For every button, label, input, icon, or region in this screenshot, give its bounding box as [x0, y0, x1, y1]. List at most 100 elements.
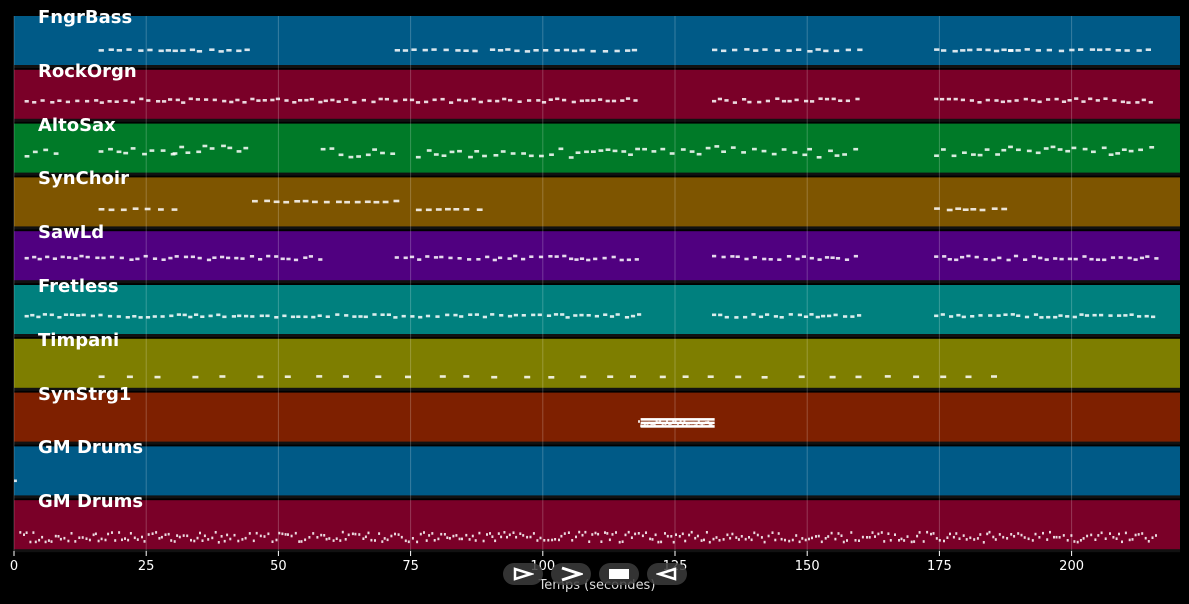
note [453, 313, 458, 317]
note [54, 534, 57, 538]
stop-button[interactable] [599, 563, 639, 585]
note [126, 48, 132, 51]
note [651, 150, 657, 153]
note [155, 531, 158, 534]
note [120, 208, 127, 212]
note [712, 48, 718, 52]
note [855, 97, 860, 101]
note [579, 99, 584, 103]
note [1031, 539, 1034, 542]
note [348, 155, 354, 159]
note [146, 99, 151, 102]
note [176, 313, 181, 316]
lane-divider [14, 226, 1180, 230]
note [508, 533, 511, 537]
note [952, 535, 955, 539]
note [602, 50, 609, 53]
note [514, 49, 520, 53]
note [273, 200, 280, 204]
note [1086, 534, 1089, 538]
note [624, 316, 630, 319]
note [24, 256, 29, 260]
note [344, 98, 349, 101]
note [641, 534, 644, 538]
note [258, 258, 263, 261]
note [741, 151, 746, 154]
note [946, 97, 951, 101]
note [478, 100, 483, 104]
note [1024, 315, 1030, 319]
note [365, 153, 371, 157]
note [966, 254, 971, 258]
note [517, 100, 522, 103]
note [1024, 48, 1030, 51]
track-lane [14, 16, 1180, 67]
note [325, 315, 330, 318]
note [296, 315, 301, 318]
note [818, 97, 823, 100]
note [558, 147, 564, 151]
forward-button[interactable] [551, 563, 591, 585]
note [659, 420, 662, 423]
note [1065, 149, 1071, 153]
note [358, 533, 361, 536]
note [220, 535, 223, 538]
note [735, 375, 742, 379]
note [227, 146, 233, 150]
note [1071, 146, 1077, 150]
note [829, 375, 836, 379]
note [660, 147, 666, 151]
note [308, 536, 311, 539]
note [201, 539, 204, 542]
note [962, 534, 965, 537]
note [382, 200, 389, 204]
note [958, 537, 961, 540]
rewind-button[interactable] [647, 563, 687, 585]
note [689, 150, 695, 153]
note [845, 99, 850, 103]
note [168, 98, 173, 101]
note [90, 314, 95, 318]
note [407, 540, 410, 544]
note [1100, 531, 1103, 535]
note [1058, 536, 1061, 539]
note [339, 539, 342, 542]
note [160, 535, 163, 539]
note [394, 49, 400, 52]
note [932, 532, 935, 535]
note [325, 537, 328, 541]
note [675, 533, 677, 536]
note [494, 539, 497, 543]
note [182, 534, 185, 537]
note [92, 533, 95, 537]
note [32, 255, 37, 259]
note [457, 149, 462, 153]
note [88, 538, 91, 542]
note [435, 315, 440, 318]
note [947, 258, 952, 261]
note [34, 540, 37, 544]
note [807, 50, 813, 53]
note [372, 313, 377, 316]
note [335, 537, 338, 540]
note [1023, 258, 1028, 261]
note [591, 533, 594, 536]
note [579, 257, 585, 260]
note [79, 254, 84, 258]
note [1062, 534, 1065, 537]
play-button[interactable] [503, 563, 543, 585]
note [940, 313, 945, 316]
note [386, 538, 389, 542]
note [282, 314, 287, 318]
note [1059, 257, 1064, 261]
track-lane [14, 338, 1180, 390]
note [136, 538, 139, 541]
note [1117, 314, 1122, 317]
note [284, 533, 287, 536]
note [962, 208, 969, 211]
note [845, 48, 851, 52]
note [67, 539, 70, 543]
note [522, 534, 525, 537]
note [563, 532, 566, 535]
note [868, 536, 871, 539]
